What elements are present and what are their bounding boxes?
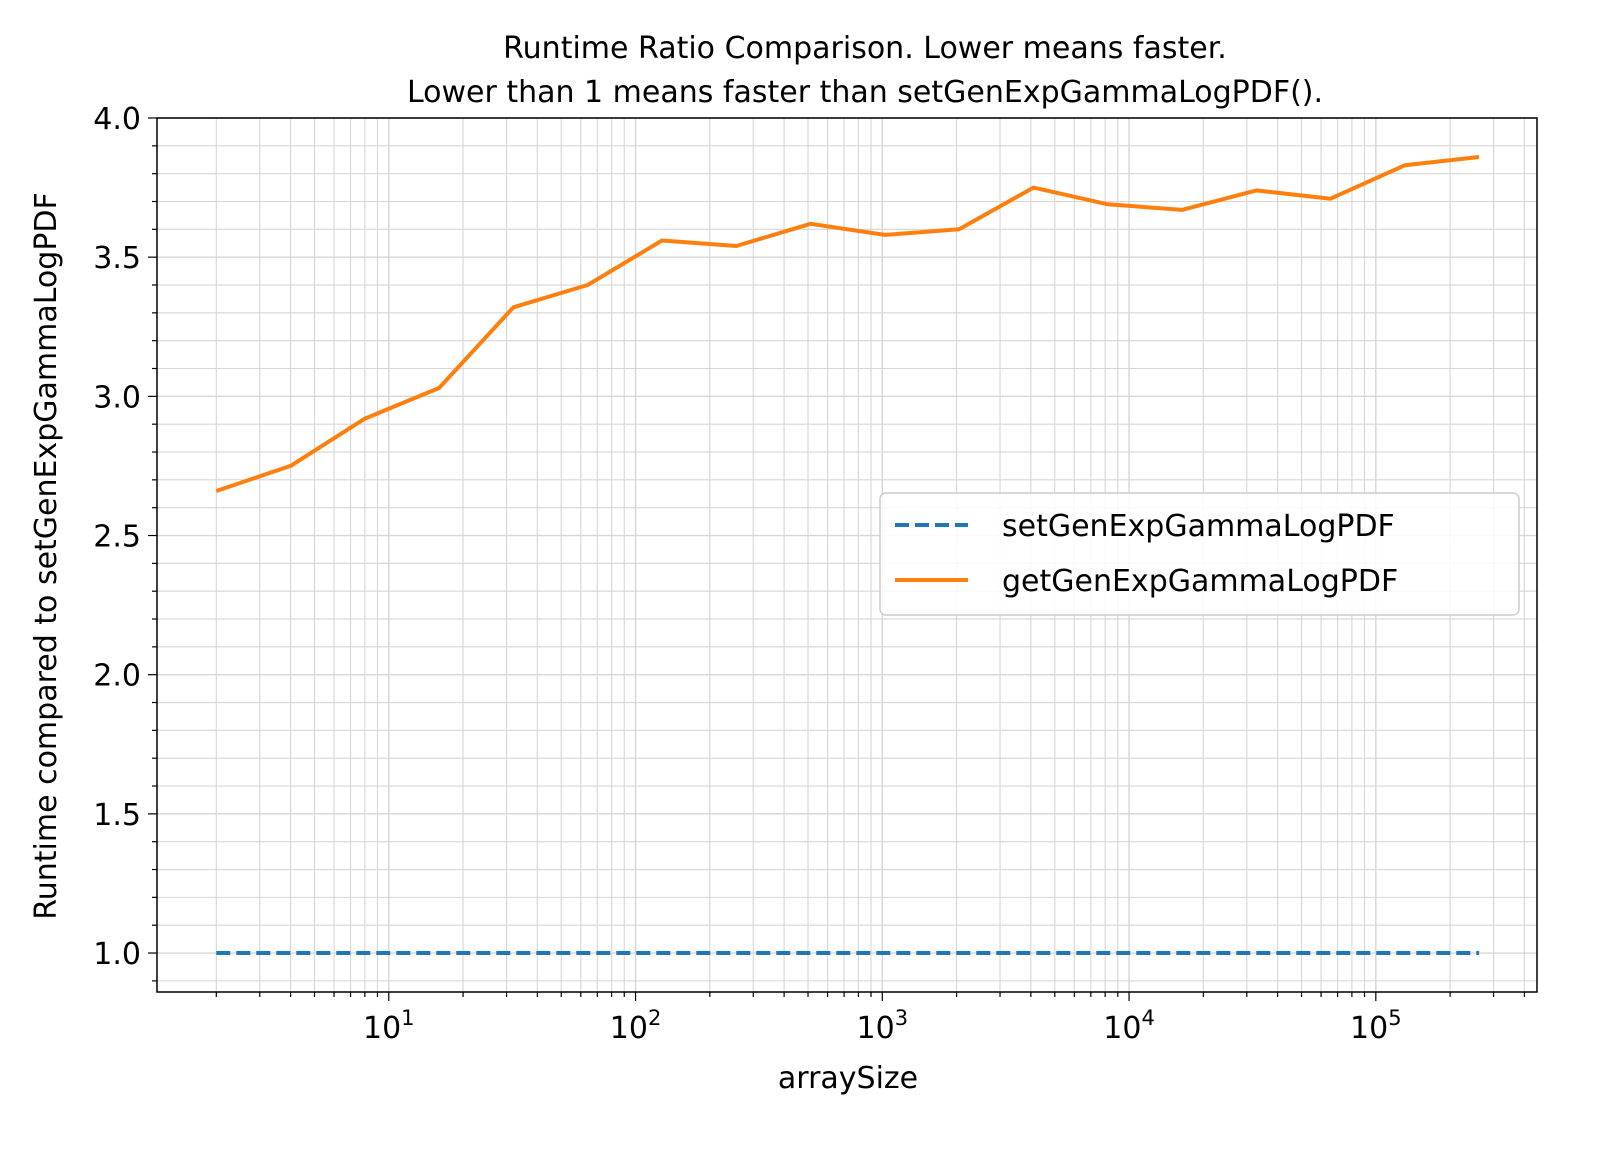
chart-title-line-2: Lower than 1 means faster than setGenExp… [407, 75, 1323, 110]
y-tick-label: 1.0 [93, 937, 141, 972]
x-tick-label: 103 [857, 1006, 909, 1046]
x-tick-label: 105 [1350, 1006, 1402, 1046]
legend: setGenExpGammaLogPDF getGenExpGammaLogPDF [880, 493, 1519, 615]
x-tick-label: 102 [610, 1006, 662, 1046]
y-tick-label: 1.5 [93, 798, 141, 833]
y-tick-label: 3.5 [93, 241, 141, 276]
y-tick-label: 3.0 [93, 380, 141, 415]
x-axis-label: arraySize [778, 1061, 918, 1096]
legend-label: setGenExpGammaLogPDF [1002, 509, 1395, 544]
y-tick-label: 2.5 [93, 520, 141, 555]
chart-title-line-1: Runtime Ratio Comparison. Lower means fa… [503, 31, 1227, 66]
y-axis-label: Runtime compared to setGenExpGammaLogPDF [29, 192, 64, 920]
y-tick-label: 2.0 [93, 659, 141, 694]
x-tick-label: 101 [363, 1006, 415, 1046]
series-line-1 [216, 157, 1479, 491]
y-tick-label: 4.0 [93, 102, 141, 137]
legend-label: getGenExpGammaLogPDF [1002, 564, 1398, 599]
x-tick-label: 104 [1103, 1006, 1155, 1046]
